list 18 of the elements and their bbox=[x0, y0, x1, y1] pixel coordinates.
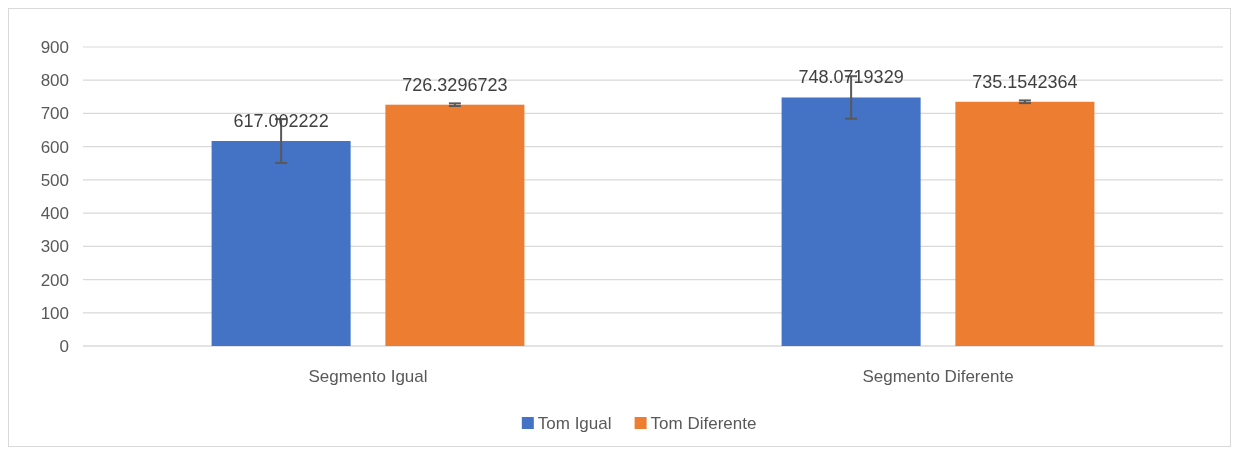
legend-label: Tom Igual bbox=[537, 414, 612, 433]
x-tick-label: Segmento Igual bbox=[308, 367, 428, 386]
data-label: 748.0719329 bbox=[798, 67, 904, 88]
y-tick-label: 600 bbox=[40, 137, 69, 157]
data-label: 735.1542364 bbox=[972, 71, 1078, 92]
y-tick-label: 900 bbox=[40, 37, 69, 57]
data-label: 726.3296723 bbox=[402, 74, 508, 95]
y-tick-label: 300 bbox=[40, 237, 69, 257]
y-tick-label: 200 bbox=[40, 270, 69, 290]
y-tick-label: 500 bbox=[40, 170, 69, 190]
y-tick-label: 0 bbox=[59, 336, 69, 356]
data-label: 617.002222 bbox=[233, 111, 329, 132]
y-tick-label: 700 bbox=[40, 104, 69, 124]
y-tick-label: 800 bbox=[40, 71, 69, 91]
x-tick-label: Segmento Diferente bbox=[862, 367, 1014, 386]
y-tick-label: 100 bbox=[40, 303, 69, 323]
y-tick-label: 400 bbox=[40, 204, 69, 224]
legend-label: Tom Diferente bbox=[650, 414, 757, 433]
